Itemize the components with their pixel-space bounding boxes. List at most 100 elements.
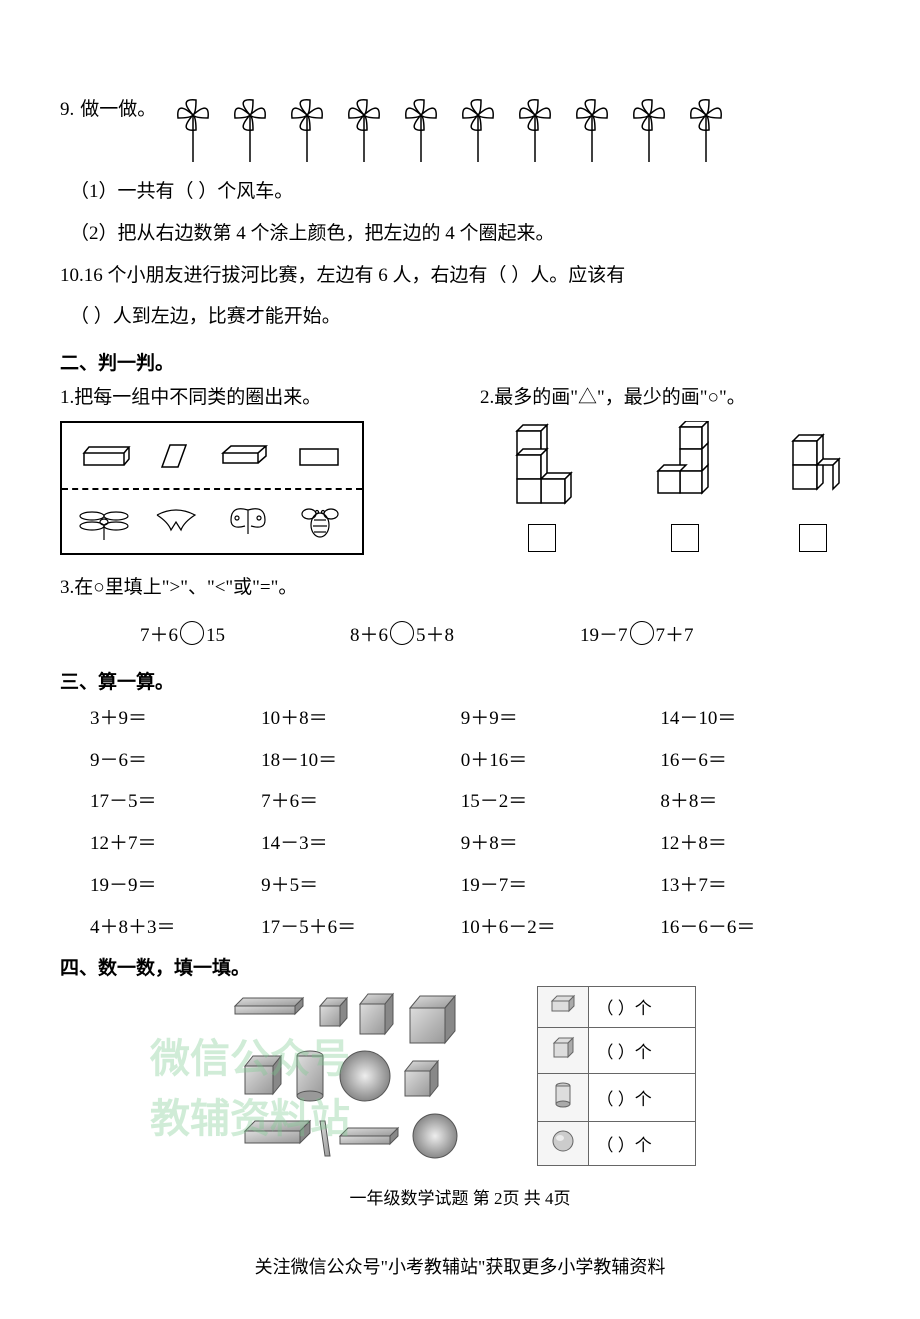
calc-cell: 17－5＝ (60, 781, 261, 823)
q9-number: 9. (60, 90, 74, 130)
count-shapes-wrap: 微信公众号 教辅资料站 (60, 986, 860, 1166)
pinwheel-icon (451, 90, 506, 165)
blank-circle (180, 621, 204, 645)
calc-cell: 10＋8＝ (261, 698, 461, 740)
calc-cell: 9＋8＝ (461, 823, 661, 865)
calc-row: 4＋8＋3＝ 17－5＋6＝ 10＋6－2＝ 16－6－6＝ (60, 907, 860, 949)
answer-box (528, 524, 556, 552)
calc-cell: 4＋8＋3＝ (60, 907, 261, 949)
cuboid-icon-cell (537, 986, 588, 1027)
answer-box (671, 524, 699, 552)
answer-box (799, 524, 827, 552)
compare-expr-3: 19－77＋7 (580, 615, 694, 657)
pinwheel-row (166, 90, 734, 165)
q3-title: 3.在○里填上">"、"<"或"="。 (60, 567, 860, 609)
cube-stack-icon (497, 421, 587, 511)
pinwheel-icon (223, 90, 278, 165)
rectangle-icon (295, 441, 345, 471)
calc-cell: 7＋6＝ (261, 781, 461, 823)
pinwheel-icon (394, 90, 449, 165)
classify-box (60, 421, 364, 555)
judge-row: 1.把每一组中不同类的圈出来。 2.最多的画"△"，最少的 (60, 379, 860, 555)
swallow-icon (149, 500, 204, 545)
calc-row: 17－5＝ 7＋6＝ 15－2＝ 8＋8＝ (60, 781, 860, 823)
calc-cell: 15－2＝ (461, 781, 661, 823)
calc-cell: 3＋9＝ (60, 698, 261, 740)
calc-cell: 10＋6－2＝ (461, 907, 661, 949)
q9-sub1: （1）一共有（ ）个风车。 (60, 171, 860, 213)
judge-q2: 2.最多的画"△"，最少的画"○"。 (480, 379, 860, 552)
table-row: （ ）个 (537, 1027, 695, 1073)
classify-top-row (62, 423, 362, 490)
section-2-header: 二、判一判。 (60, 348, 860, 375)
calc-cell: 12＋8＝ (660, 823, 860, 865)
calc-row: 12＋7＝ 14－3＝ 9＋8＝ 12＋8＝ (60, 823, 860, 865)
butterfly-icon (221, 500, 276, 545)
cuboid-icon (79, 441, 134, 471)
q9-row: 9. 做一做。 (60, 90, 860, 165)
q9-label: 做一做。 (80, 90, 156, 130)
page-footer-promo: 关注微信公众号"小考教辅站"获取更多小学教辅资料 (60, 1253, 860, 1279)
calc-cell: 16－6＝ (660, 740, 860, 782)
block-group-2 (640, 421, 730, 552)
answer-cell: （ ）个 (588, 1121, 695, 1165)
table-row: （ ）个 (537, 986, 695, 1027)
q2-title: 2.最多的画"△"，最少的画"○"。 (480, 379, 860, 417)
bee-icon (293, 500, 348, 545)
pinwheel-icon (337, 90, 392, 165)
table-row: （ ）个 (537, 1121, 695, 1165)
section-3-header: 三、算一算。 (60, 667, 860, 694)
calc-cell: 9＋5＝ (261, 865, 461, 907)
calc-cell: 0＋16＝ (461, 740, 661, 782)
calc-cell: 9＋9＝ (461, 698, 661, 740)
page-footer: 一年级数学试题 第 2页 共 4页 (60, 1184, 860, 1209)
pinwheel-icon (280, 90, 335, 165)
calc-cell: 9－6＝ (60, 740, 261, 782)
calc-cell: 18－10＝ (261, 740, 461, 782)
q9-sub2: （2）把从右边数第 4 个涂上颜色，把左边的 4 个圈起来。 (60, 213, 860, 255)
compare-row: 7＋615 8＋65＋8 19－77＋7 (60, 615, 860, 657)
sphere-icon-cell (537, 1121, 588, 1165)
pinwheel-icon (166, 90, 221, 165)
judge-q1: 1.把每一组中不同类的圈出来。 (60, 379, 440, 555)
classify-bottom-row (62, 490, 362, 555)
blank-circle (630, 621, 654, 645)
calc-cell: 8＋8＝ (660, 781, 860, 823)
q10-line1: 10.16 个小朋友进行拔河比赛，左边有 6 人，右边有（ ）人。应该有 (60, 255, 860, 297)
q1-label: 把每一组中不同类的圈出来。 (74, 387, 321, 408)
pinwheel-icon (679, 90, 734, 165)
q2-number: 2. (480, 387, 494, 408)
calc-grid: 3＋9＝ 10＋8＝ 9＋9＝ 14－10＝ 9－6＝ 18－10＝ 0＋16＝… (60, 698, 860, 949)
cylinder-icon-cell (537, 1073, 588, 1121)
q1-number: 1. (60, 387, 74, 408)
calc-cell: 12＋7＝ (60, 823, 261, 865)
section-4-header: 四、数一数，填一填。 (60, 953, 860, 980)
cube-stack-icon (783, 421, 843, 511)
blank-circle (390, 621, 414, 645)
count-table: （ ）个 （ ）个 （ ）个 （ ）个 (537, 986, 696, 1166)
q3-number: 3. (60, 577, 74, 598)
calc-row: 9－6＝ 18－10＝ 0＋16＝ 16－6＝ (60, 740, 860, 782)
q10-number: 10. (60, 265, 84, 286)
cuboid-icon (218, 441, 273, 471)
compare-expr-1: 7＋615 (140, 615, 350, 657)
calc-row: 3＋9＝ 10＋8＝ 9＋9＝ 14－10＝ (60, 698, 860, 740)
answer-cell: （ ）个 (588, 1073, 695, 1121)
q2-label: 最多的画"△"，最少的画"○"。 (494, 387, 746, 408)
pinwheel-icon (508, 90, 563, 165)
calc-cell: 16－6－6＝ (660, 907, 860, 949)
dragonfly-icon (77, 500, 132, 545)
compare-expr-2: 8＋65＋8 (350, 615, 580, 657)
block-group-1 (497, 421, 587, 552)
calc-cell: 17－5＋6＝ (261, 907, 461, 949)
cube-icon-cell (537, 1027, 588, 1073)
shapes-collection-icon (225, 986, 525, 1166)
answer-cell: （ ）个 (588, 986, 695, 1027)
answer-cell: （ ）个 (588, 1027, 695, 1073)
q1-title: 1.把每一组中不同类的圈出来。 (60, 379, 440, 417)
blocks-row (480, 421, 860, 552)
q10-line2: （ ）人到左边，比赛才能开始。 (60, 296, 860, 338)
calc-cell: 14－10＝ (660, 698, 860, 740)
q10-text-a: 16 个小朋友进行拔河比赛，左边有 6 人，右边有（ ）人。应该有 (84, 265, 626, 286)
calc-cell: 14－3＝ (261, 823, 461, 865)
